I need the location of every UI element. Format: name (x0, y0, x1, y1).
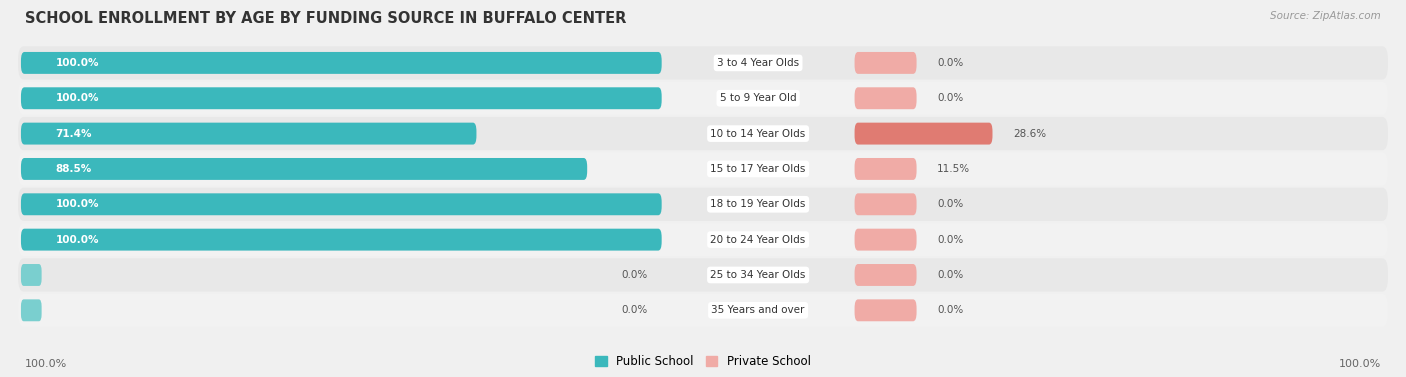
FancyBboxPatch shape (18, 82, 1388, 115)
FancyBboxPatch shape (18, 258, 1388, 291)
Text: 100.0%: 100.0% (25, 359, 67, 369)
FancyBboxPatch shape (855, 229, 917, 251)
Text: 28.6%: 28.6% (1014, 129, 1046, 139)
Text: 100.0%: 100.0% (55, 93, 98, 103)
FancyBboxPatch shape (21, 123, 477, 144)
FancyBboxPatch shape (21, 52, 662, 74)
Text: 0.0%: 0.0% (938, 58, 963, 68)
Text: 0.0%: 0.0% (621, 305, 648, 315)
Text: SCHOOL ENROLLMENT BY AGE BY FUNDING SOURCE IN BUFFALO CENTER: SCHOOL ENROLLMENT BY AGE BY FUNDING SOUR… (25, 11, 627, 26)
Text: 35 Years and over: 35 Years and over (711, 305, 804, 315)
FancyBboxPatch shape (855, 264, 917, 286)
Text: 25 to 34 Year Olds: 25 to 34 Year Olds (710, 270, 806, 280)
Text: 100.0%: 100.0% (55, 234, 98, 245)
FancyBboxPatch shape (18, 152, 1388, 185)
Text: 100.0%: 100.0% (55, 199, 98, 209)
Text: 3 to 4 Year Olds: 3 to 4 Year Olds (717, 58, 799, 68)
FancyBboxPatch shape (855, 299, 917, 321)
Text: 0.0%: 0.0% (938, 305, 963, 315)
FancyBboxPatch shape (855, 158, 917, 180)
Text: 0.0%: 0.0% (938, 93, 963, 103)
FancyBboxPatch shape (855, 123, 993, 144)
FancyBboxPatch shape (21, 87, 662, 109)
Text: 0.0%: 0.0% (938, 270, 963, 280)
FancyBboxPatch shape (855, 87, 917, 109)
FancyBboxPatch shape (18, 188, 1388, 221)
FancyBboxPatch shape (855, 52, 917, 74)
Text: 15 to 17 Year Olds: 15 to 17 Year Olds (710, 164, 806, 174)
FancyBboxPatch shape (21, 299, 42, 321)
Text: 18 to 19 Year Olds: 18 to 19 Year Olds (710, 199, 806, 209)
Text: 0.0%: 0.0% (938, 234, 963, 245)
FancyBboxPatch shape (855, 193, 917, 215)
FancyBboxPatch shape (18, 294, 1388, 327)
Text: Source: ZipAtlas.com: Source: ZipAtlas.com (1270, 11, 1381, 21)
FancyBboxPatch shape (21, 193, 662, 215)
Text: 0.0%: 0.0% (938, 199, 963, 209)
Text: 20 to 24 Year Olds: 20 to 24 Year Olds (710, 234, 806, 245)
Text: 11.5%: 11.5% (938, 164, 970, 174)
FancyBboxPatch shape (18, 223, 1388, 256)
Text: 100.0%: 100.0% (1339, 359, 1381, 369)
Text: 10 to 14 Year Olds: 10 to 14 Year Olds (710, 129, 806, 139)
FancyBboxPatch shape (18, 117, 1388, 150)
FancyBboxPatch shape (21, 158, 588, 180)
Text: 100.0%: 100.0% (55, 58, 98, 68)
FancyBboxPatch shape (21, 264, 42, 286)
Text: 5 to 9 Year Old: 5 to 9 Year Old (720, 93, 796, 103)
FancyBboxPatch shape (18, 46, 1388, 80)
FancyBboxPatch shape (21, 229, 662, 251)
Legend: Public School, Private School: Public School, Private School (591, 351, 815, 373)
Text: 0.0%: 0.0% (621, 270, 648, 280)
Text: 88.5%: 88.5% (55, 164, 91, 174)
Text: 71.4%: 71.4% (55, 129, 91, 139)
